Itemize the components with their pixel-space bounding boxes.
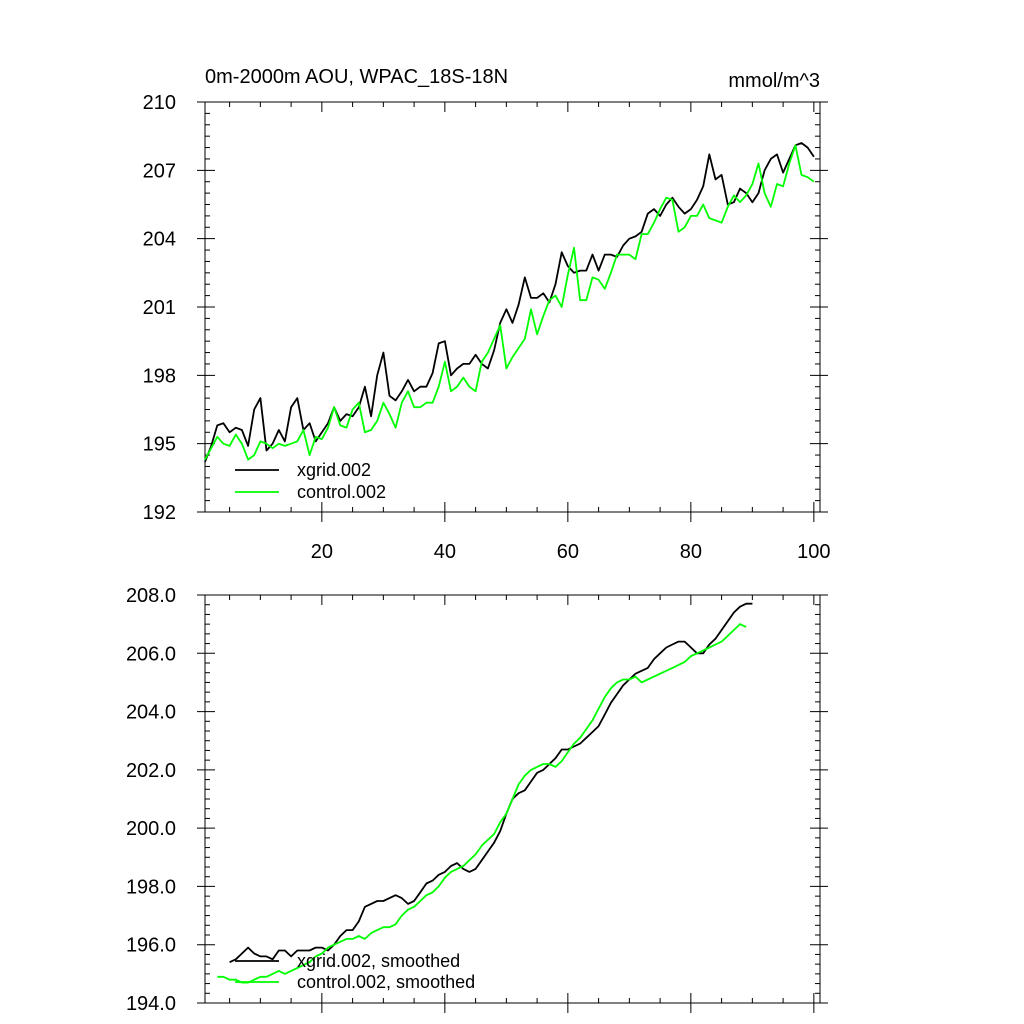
- series-line-0: [204, 142, 815, 463]
- units-label: mmol/m^3: [728, 70, 820, 92]
- bottom-panel-aou-smoothed: 194.0 196.0 198.0 200.0 202.0 204.0 206.0 208.0…: [126, 585, 828, 1015]
- x-tick-label: 40: [434, 541, 456, 563]
- y-tick-label: 202.0: [126, 760, 176, 782]
- y-tick-label: 201: [143, 297, 176, 319]
- x-tick-label: 100: [797, 541, 830, 563]
- legend-label-1: control.002, smoothed: [297, 972, 475, 992]
- legend-label-1: control.002: [297, 482, 386, 502]
- y-tick-label: 192: [143, 502, 176, 524]
- y-tick-label: 196.0: [126, 935, 176, 957]
- y-tick-label: 198.0: [126, 876, 176, 898]
- x-tick-label: 60: [557, 541, 579, 563]
- y-tick-label: 195: [143, 434, 176, 456]
- series-line-0: [229, 602, 753, 964]
- y-tick-label: 204: [143, 229, 176, 251]
- y-tick-label: 208.0: [126, 585, 176, 607]
- y-tick-label: 204.0: [126, 702, 176, 724]
- plot-frame: [204, 101, 821, 513]
- y-tick-label: 200.0: [126, 818, 176, 840]
- legend-label-0: xgrid.002, smoothed: [297, 951, 460, 971]
- series-line-1: [217, 623, 747, 984]
- legend-label-0: xgrid.002: [297, 460, 371, 480]
- y-tick-label: 194.0: [126, 993, 176, 1015]
- y-tick-label: 206.0: [126, 643, 176, 665]
- y-tick-label: 210: [143, 92, 176, 114]
- x-tick-label: 80: [680, 541, 702, 563]
- chart-title: 0m-2000m AOU, WPAC_18S-18N: [205, 66, 508, 88]
- x-tick-label: 20: [311, 541, 333, 563]
- y-tick-label: 207: [143, 160, 176, 182]
- y-tick-label: 198: [143, 365, 176, 387]
- top-panel-aou-raw: 20 40 60 80 100 192 195 198 201 204 207 210 0m-2000m…: [143, 66, 831, 563]
- series-line-1: [204, 144, 815, 461]
